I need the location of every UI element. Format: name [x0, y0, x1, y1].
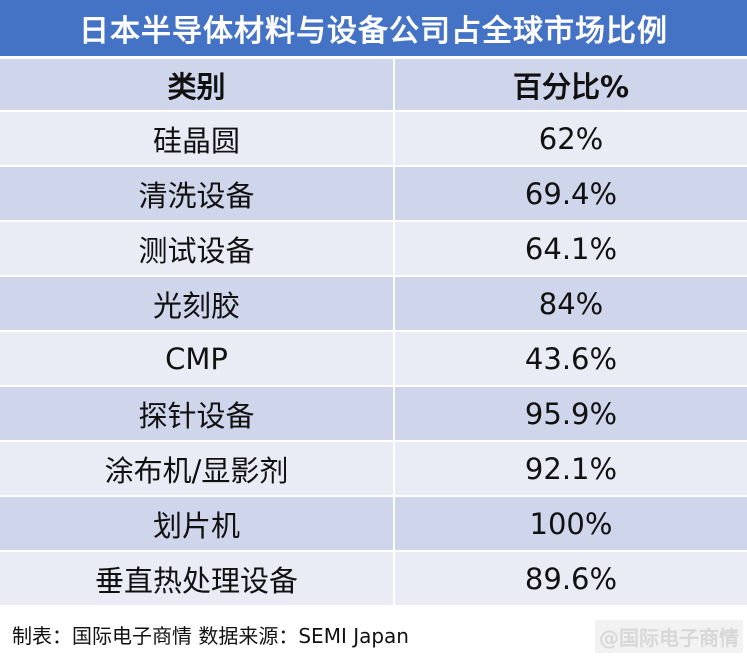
row-percent: 92.1% [524, 451, 618, 486]
table-footer: 制表：国际电子商情 数据来源：SEMI Japan @国际电子商情 [0, 608, 747, 662]
source-note: 制表：国际电子商情 数据来源：SEMI Japan [12, 624, 409, 648]
row-category: CMP [0, 332, 395, 385]
table-row: 测试设备 64.1% [0, 222, 747, 277]
row-percent: 84% [538, 286, 604, 321]
table-row: 划片机 100% [0, 497, 747, 552]
row-category: 光刻胶 [0, 277, 395, 330]
table-row: 硅晶圆 62% [0, 112, 747, 167]
row-category: 清洗设备 [0, 167, 395, 220]
table-row: 清洗设备 69.4% [0, 167, 747, 222]
table-header-row: 类别 百分比% [0, 59, 747, 112]
header-category: 类别 [0, 59, 395, 110]
watermark: @国际电子商情 [595, 620, 743, 653]
table-row: 涂布机/显影剂 92.1% [0, 442, 747, 497]
row-percent: 100% [529, 506, 613, 541]
row-category: 硅晶圆 [0, 112, 395, 165]
table-row: 垂直热处理设备 89.6% [0, 552, 747, 607]
row-percent: 89.6% [524, 561, 618, 596]
table-row: CMP 43.6% [0, 332, 747, 387]
row-percent: 95.9% [524, 396, 618, 431]
row-percent: 69.4% [524, 176, 618, 211]
table-row: 光刻胶 84% [0, 277, 747, 332]
header-percent: 百分比% [512, 69, 630, 104]
row-category: 探针设备 [0, 387, 395, 440]
market-share-table: 类别 百分比% 硅晶圆 62% 清洗设备 69.4% 测试设备 64.1% 光刻… [0, 59, 747, 607]
row-category: 测试设备 [0, 222, 395, 275]
row-percent: 64.1% [524, 231, 618, 266]
row-percent: 62% [538, 121, 604, 156]
row-percent: 43.6% [524, 341, 618, 376]
row-category: 垂直热处理设备 [0, 552, 395, 605]
table-row: 探针设备 95.9% [0, 387, 747, 442]
table-title: 日本半导体材料与设备公司占全球市场比例 [0, 0, 747, 56]
row-category: 涂布机/显影剂 [0, 442, 395, 495]
row-category: 划片机 [0, 497, 395, 550]
